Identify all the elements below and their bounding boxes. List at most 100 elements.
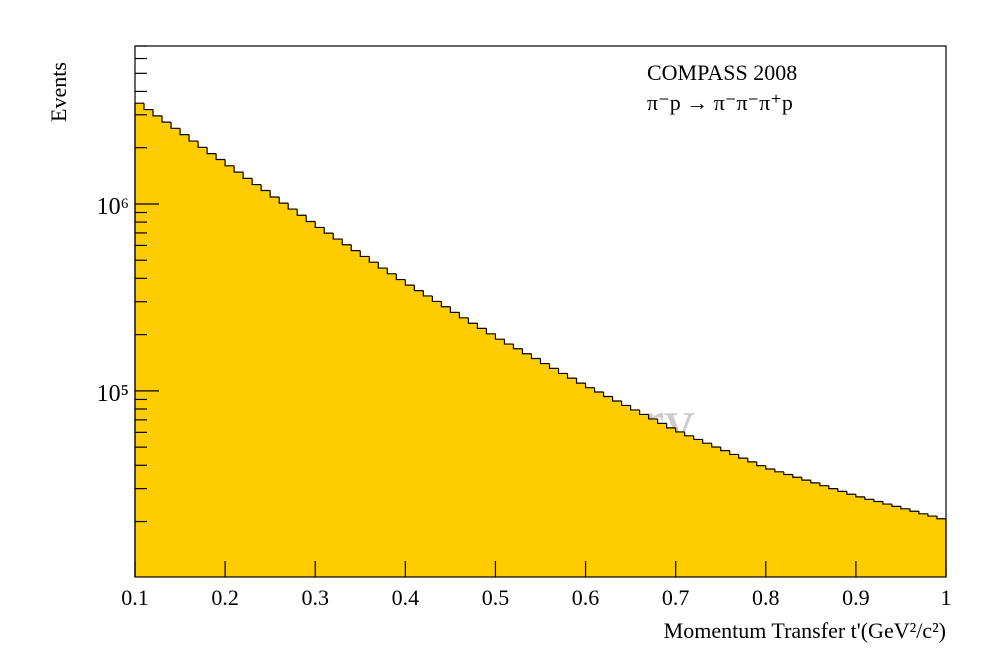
bar — [189, 141, 199, 578]
bar — [576, 383, 586, 577]
bar — [162, 122, 172, 578]
bar — [234, 172, 244, 578]
x-tick-label: 0.1 — [121, 585, 149, 610]
bar — [261, 190, 271, 577]
bar-outline — [314, 221, 325, 229]
bar-outline — [188, 134, 199, 142]
bar — [648, 418, 658, 577]
bar-outline — [837, 488, 847, 492]
bar-outline — [891, 504, 901, 508]
bar-outline — [846, 491, 856, 495]
bar — [675, 431, 685, 577]
bar-outline — [548, 363, 559, 369]
bar-outline — [539, 358, 550, 365]
bar-outline — [620, 400, 631, 407]
bar — [918, 513, 929, 577]
bar-outline — [729, 450, 739, 456]
bar — [657, 423, 667, 577]
x-tick-label: 1 — [941, 585, 952, 610]
bar-outline — [792, 474, 802, 478]
bar-outline — [801, 477, 811, 481]
bar — [828, 488, 839, 577]
bar — [513, 348, 523, 577]
bar-outline — [657, 418, 667, 424]
bar — [414, 290, 424, 577]
bar — [306, 221, 316, 577]
bar — [864, 499, 875, 577]
bar — [243, 178, 253, 578]
bar-outline — [143, 103, 154, 111]
bar — [774, 471, 785, 577]
bar-outline — [630, 405, 640, 411]
x-tick-label: 0.8 — [752, 585, 780, 610]
bar — [684, 435, 694, 577]
bar — [153, 115, 163, 578]
bar-outline — [584, 383, 595, 389]
bar-outline — [161, 115, 172, 123]
bar-outline — [873, 499, 883, 503]
bar-outline — [783, 471, 793, 476]
bar — [711, 446, 722, 577]
bar-outline — [332, 233, 343, 240]
y-tick-label: 10⁶ — [97, 194, 129, 220]
bar — [594, 392, 604, 577]
bar — [135, 103, 145, 577]
x-tick-label: 0.4 — [392, 585, 420, 610]
x-axis-label: Momentum Transfer t'(GeV²/c²) — [664, 618, 946, 643]
bar-outline — [747, 458, 757, 463]
bar-outline — [368, 256, 379, 263]
bar-outline — [377, 262, 388, 269]
x-tick-label: 0.7 — [662, 585, 690, 610]
bar — [216, 159, 226, 577]
bar — [207, 153, 217, 577]
bar — [801, 480, 812, 577]
bar-outline — [512, 344, 523, 350]
bar — [882, 504, 893, 577]
bar-outline — [494, 333, 505, 340]
bar-outline — [152, 109, 163, 117]
bar — [495, 339, 505, 577]
bar — [486, 333, 496, 577]
y-axis-label: Events — [46, 62, 71, 122]
bar-outline — [467, 317, 478, 324]
bar-outline — [449, 306, 460, 313]
bar-outline — [530, 353, 541, 360]
bar — [342, 244, 352, 577]
bar — [324, 233, 334, 577]
bar — [144, 109, 154, 577]
bar-outline — [611, 396, 622, 402]
bar-outline — [179, 128, 190, 136]
bar — [450, 312, 460, 577]
bar — [693, 439, 703, 577]
bar — [198, 147, 208, 577]
bar — [315, 227, 325, 577]
bar-outline — [720, 446, 730, 452]
bar — [540, 363, 550, 577]
bar — [378, 268, 388, 577]
bar — [936, 518, 947, 577]
bar — [603, 396, 613, 577]
bar-outline — [900, 506, 910, 510]
bar-outline — [765, 465, 775, 470]
bar — [900, 508, 911, 577]
bar-outline — [774, 469, 784, 473]
bar — [729, 454, 740, 577]
bar — [351, 250, 361, 577]
bar-outline — [810, 480, 820, 484]
bar-outline — [224, 159, 235, 167]
bar-outline — [197, 141, 208, 148]
bar — [171, 128, 181, 577]
bar — [702, 443, 713, 577]
bar — [765, 469, 776, 577]
bar-outline — [909, 508, 919, 512]
bar-outline — [639, 409, 649, 416]
bar — [252, 184, 262, 577]
bar — [756, 465, 767, 577]
bar-outline — [233, 165, 244, 173]
bar-outline — [675, 427, 685, 433]
bar — [666, 427, 676, 577]
bar — [279, 203, 289, 577]
bar — [891, 506, 902, 577]
bar — [477, 328, 487, 577]
bar — [738, 458, 749, 577]
